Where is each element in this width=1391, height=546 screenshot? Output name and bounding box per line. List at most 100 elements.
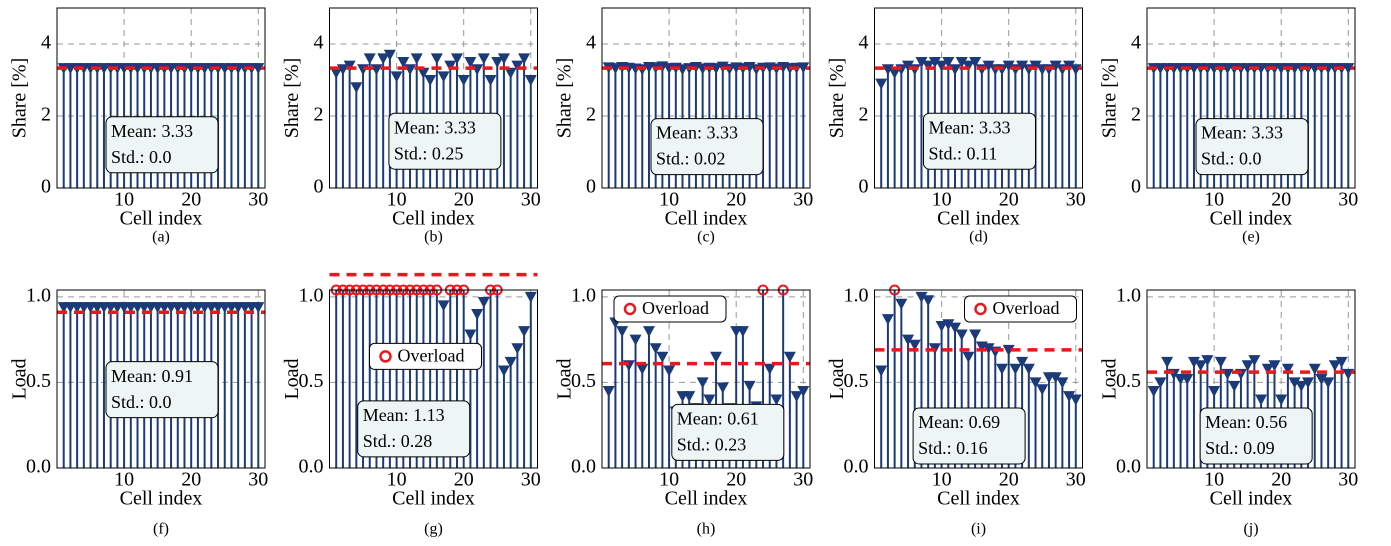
stem-marker [410,53,423,65]
stem-marker [450,53,463,65]
stem-marker [797,385,810,397]
stem-marker [511,343,524,355]
panel: 0 2 4 10 20 30 Mean: 3.33 Std.: 0.0 Cell index Sh… [9,7,268,246]
y-tick-label: 4 [314,32,324,54]
stats-mean: Mean: 1.13 [363,405,445,425]
x-tick-label: 10 [932,189,952,211]
stem-marker [1049,372,1062,384]
stem-marker [1009,363,1022,375]
x-axis-label: Cell index [1210,488,1293,510]
y-tick-label: 4 [586,32,596,54]
stem-marker [962,351,975,363]
stem-marker [1049,60,1062,72]
stem-marker [464,329,477,341]
stem-marker [602,385,615,397]
y-tick-label: 2 [314,104,324,126]
y-axis-label: Share [%] [1099,58,1121,139]
stem-marker [895,298,908,310]
caption: (a) [152,229,170,246]
stats-std: Std.: 0.0 [111,147,172,167]
axes-frame [874,289,1083,469]
stem-marker [1255,394,1268,406]
stem-marker [881,314,894,326]
panel: 0.0 0.5 1.0 10 20 30 Mean: 0.69 Std.: 0.16 Overl… [826,284,1086,537]
stem-marker [888,67,901,79]
stem-marker [969,329,982,341]
stem-marker [350,82,363,94]
stats-std: Std.: 0.0 [111,392,172,412]
axes-frame [1146,289,1356,469]
stem-marker [1261,363,1274,375]
caption: (b) [424,229,443,246]
x-tick-label: 30 [1066,189,1086,211]
stem-marker [1036,384,1049,396]
stats-box [1195,118,1309,176]
stats-std: Std.: 0.09 [1205,438,1275,458]
stats-box [650,118,764,176]
y-tick-label: 1.0 [299,284,324,306]
x-tick-label: 10 [659,189,679,211]
stem-marker [1029,377,1042,389]
stats-std: Std.: 0.23 [677,435,747,455]
stem-marker [511,60,524,72]
legend-box [964,295,1077,323]
stem-marker [437,300,450,312]
x-axis-label: Cell index [392,208,475,230]
y-axis-label: Load [281,358,303,399]
stem-marker [783,351,796,363]
x-tick-label: 30 [521,189,541,211]
stats-mean: Mean: 3.33 [656,123,738,143]
stem-marker [616,326,629,338]
stem-marker [928,57,941,68]
stem-marker [922,60,935,72]
stem-marker [881,64,894,76]
x-tick-label: 20 [1271,189,1291,211]
panel: 0.0 0.5 1.0 10 20 30 Mean: 0.91 Std.: 0.0 Cell i… [9,284,269,537]
stem-marker [1308,363,1321,375]
stem-marker [942,319,955,331]
caption: (i) [971,521,986,538]
stem-marker [524,75,537,86]
y-tick-label: 0 [859,176,869,198]
y-axis-label: Share [%] [281,58,303,139]
x-tick-label: 10 [114,469,134,491]
x-tick-label: 10 [114,189,134,211]
x-tick-label: 30 [1338,469,1358,491]
stem-marker [336,64,349,76]
stem-marker [710,351,723,363]
x-tick-label: 30 [1338,189,1358,211]
x-axis-label: Cell index [120,488,203,510]
stem-marker [1295,380,1308,392]
stats-mean: Mean: 3.33 [111,121,193,141]
stats-mean: Mean: 3.33 [929,117,1011,137]
stats-box [357,400,471,458]
y-tick-label: 0.5 [299,370,324,392]
x-tick-label: 20 [454,189,474,211]
stem-marker [743,380,756,392]
panel: 0.0 0.5 1.0 10 20 30 Mean: 1.13 Std.: 0.28 Overl… [281,272,541,538]
axes-frame [1146,7,1356,189]
legend-box [369,342,482,370]
stem-marker [683,391,696,403]
stats-mean: Mean: 0.91 [111,366,193,386]
stem-marker [982,60,995,72]
x-axis-label: Cell index [1210,208,1293,230]
axes-frame [329,289,538,469]
axes-frame [601,7,811,189]
stem-marker [703,394,716,406]
stem-marker [397,57,410,68]
caption: (f) [153,521,169,538]
stats-box [912,407,1026,465]
y-tick-label: 0.5 [571,370,596,392]
panel: 0 2 4 10 20 30 Mean: 3.33 Std.: 0.25 Cell index S… [281,7,541,246]
y-tick-label: 0.5 [26,370,51,392]
stats-mean: Mean: 0.69 [918,412,1000,432]
y-axis-label: Share [%] [9,58,31,139]
stats-box [105,361,219,419]
stem-marker [1016,60,1029,72]
stem-marker [969,57,982,68]
panel: 0.0 0.5 1.0 10 20 30 Mean: 0.56 Std.: 0.09 Cell … [1099,284,1359,537]
stats-box [1199,407,1313,465]
y-tick-label: 0.5 [844,370,869,392]
